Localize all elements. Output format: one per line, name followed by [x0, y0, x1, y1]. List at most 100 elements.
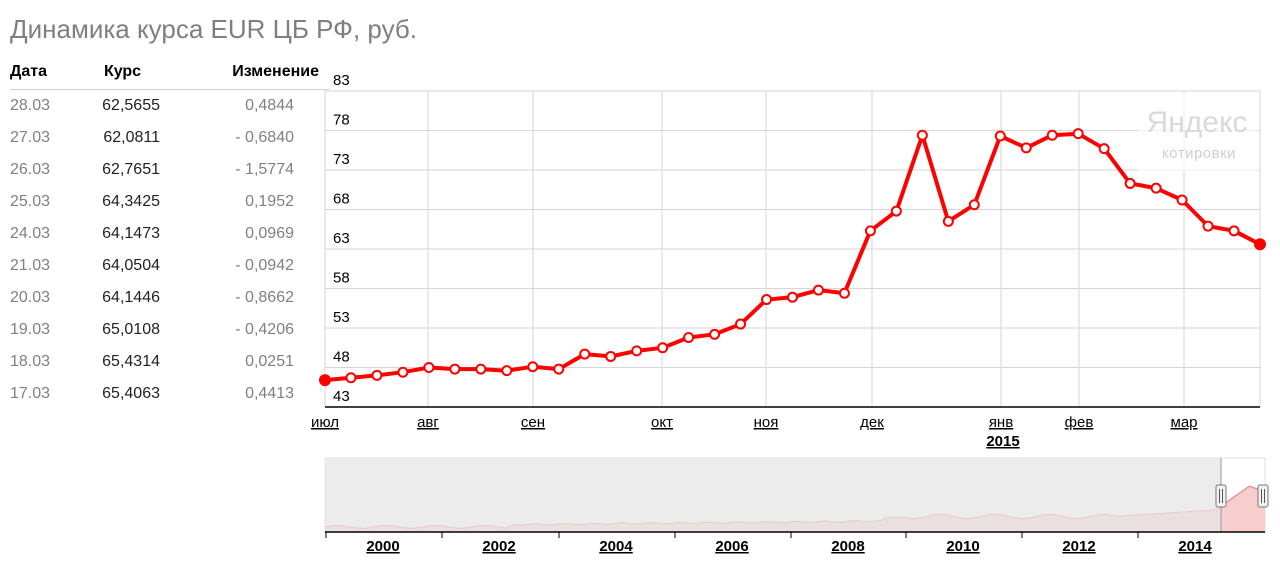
cell-rate: 62,0811 — [103, 129, 160, 146]
cell-rate: 62,5655 — [102, 97, 160, 114]
cell-date: 17.03 — [10, 385, 51, 402]
y-tick-label: 68 — [333, 191, 350, 208]
data-point — [371, 369, 383, 381]
table-header-row: Дата Курс Изменение — [10, 63, 329, 90]
data-point — [1124, 177, 1136, 189]
cell-date: 28.03 — [10, 97, 51, 114]
x-tick-label: окт — [651, 414, 673, 431]
yandex-watermark: Яндекс котировки — [1138, 94, 1258, 172]
watermark-brand: Яндекс — [1147, 106, 1248, 139]
column-header-date: Дата — [10, 63, 85, 90]
navigator-year-label: 2004 — [599, 538, 633, 555]
cell-change: - 0,4206 — [235, 321, 294, 338]
table-row: 24.03 64,1473 0,0969 — [10, 218, 329, 250]
navigator-handle — [1257, 484, 1269, 508]
data-point — [423, 362, 435, 373]
x-year-label: 2015 — [986, 433, 1019, 450]
table-row: 27.03 62,0811 - 0,6840 — [10, 122, 329, 154]
data-point — [1046, 129, 1058, 141]
data-point — [1020, 142, 1032, 154]
navigator-year-label: 2008 — [831, 538, 864, 555]
cell-rate: 65,4063 — [102, 385, 160, 402]
data-point — [1228, 225, 1240, 237]
x-tick-label: авг — [417, 414, 439, 431]
data-point — [579, 348, 591, 360]
data-point — [787, 291, 798, 303]
table-row: 18.03 65,4314 0,0251 — [10, 346, 329, 378]
data-point — [709, 328, 721, 340]
data-point — [345, 372, 357, 384]
data-point — [501, 365, 513, 377]
cell-date: 19.03 — [10, 321, 51, 338]
cell-date: 20.03 — [10, 289, 51, 306]
table-row: 26.03 62,7651 - 1,5774 — [10, 154, 329, 186]
cell-rate: 65,4314 — [102, 353, 160, 370]
data-point — [683, 331, 695, 343]
cell-change: - 0,8662 — [235, 289, 294, 306]
table-row: 20.03 64,1446 - 0,8662 — [10, 282, 329, 314]
data-point — [812, 284, 824, 296]
data-point — [994, 130, 1006, 142]
x-tick-label: июл — [311, 414, 339, 431]
data-point — [864, 225, 876, 237]
data-point — [527, 361, 539, 373]
x-tick-label: ноя — [754, 414, 779, 431]
data-point — [1072, 128, 1084, 140]
cell-date: 18.03 — [10, 353, 51, 370]
data-point — [968, 199, 980, 211]
data-point — [1098, 143, 1110, 155]
navigator-handle — [1215, 484, 1227, 508]
navigator-year-label: 2012 — [1062, 538, 1095, 555]
navigator-year-label: 2014 — [1178, 538, 1212, 555]
cell-change: - 1,5774 — [235, 161, 294, 178]
x-tick-label: фев — [1065, 414, 1094, 431]
table-row: 28.03 62,5655 0,4844 — [10, 90, 329, 123]
data-point — [475, 363, 487, 375]
data-point — [631, 345, 643, 357]
cell-change: - 0,0942 — [235, 257, 294, 274]
y-tick-label: 53 — [333, 309, 350, 326]
y-tick-label: 63 — [333, 230, 350, 247]
y-tick-label: 43 — [333, 388, 350, 405]
y-tick-label: 48 — [333, 349, 350, 366]
data-point — [1150, 182, 1162, 194]
data-point — [319, 374, 331, 387]
cell-change: - 0,6840 — [235, 129, 294, 146]
cell-change: 0,0251 — [245, 353, 294, 370]
data-point — [657, 342, 669, 354]
table-row: 25.03 64,3425 0,1952 — [10, 186, 329, 218]
cell-rate: 62,7651 — [102, 161, 160, 178]
data-point — [761, 294, 773, 306]
data-point — [553, 363, 565, 375]
navigator-year-label: 2006 — [715, 538, 748, 555]
cell-date: 26.03 — [10, 161, 51, 178]
cell-rate: 65,0108 — [102, 321, 160, 338]
data-point — [916, 129, 928, 141]
watermark-bg — [1138, 94, 1258, 172]
cell-rate: 64,0504 — [102, 257, 160, 274]
data-point — [397, 366, 409, 378]
cell-date: 25.03 — [10, 193, 51, 210]
y-tick-label: 78 — [333, 112, 350, 129]
cell-change: 0,0969 — [245, 225, 294, 242]
x-tick-label: дек — [860, 414, 884, 431]
cell-change: 0,4413 — [245, 385, 294, 402]
data-point — [605, 350, 617, 362]
data-point — [1254, 238, 1266, 251]
data-point — [449, 363, 461, 375]
column-header-change: Изменение — [160, 63, 329, 90]
column-header-rate: Курс — [85, 63, 160, 90]
y-tick-label: 73 — [333, 151, 350, 168]
watermark-subtitle: котировки — [1162, 145, 1236, 162]
cell-date: 27.03 — [10, 129, 51, 146]
cell-change: 0,4844 — [245, 97, 294, 114]
x-tick-label: мар — [1171, 414, 1198, 431]
cell-change: 0,1952 — [245, 193, 294, 210]
y-tick-label: 58 — [333, 270, 350, 287]
data-point — [1202, 220, 1214, 232]
cell-rate: 64,3425 — [102, 193, 160, 210]
cell-rate: 64,1446 — [102, 289, 160, 306]
navigator-year-label: 2010 — [946, 538, 979, 555]
table-row: 19.03 65,0108 - 0,4206 — [10, 314, 329, 346]
